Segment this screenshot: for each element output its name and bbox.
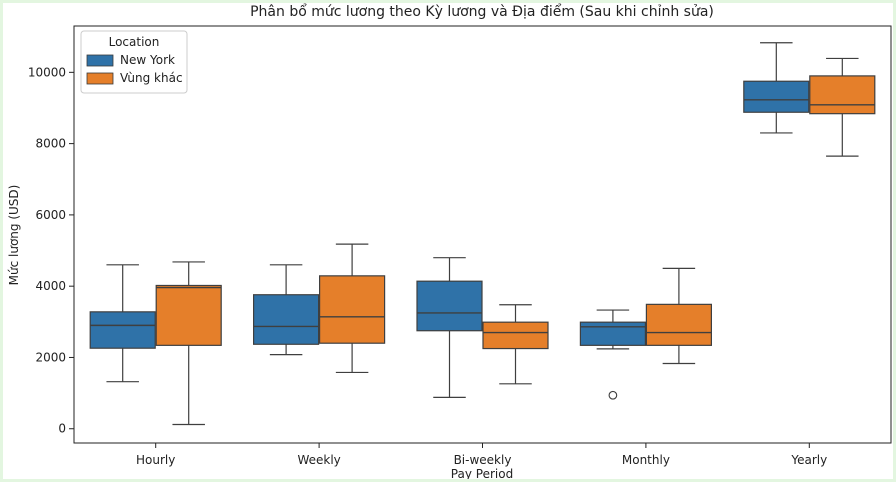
x-tick-label: Weekly xyxy=(297,453,340,467)
x-tick-label: Monthly xyxy=(622,453,670,467)
box-new-york-monthly xyxy=(579,309,647,400)
x-tick-label: Yearly xyxy=(790,453,827,467)
box-vung-khac-hourly xyxy=(155,261,222,426)
box-new-york-weekly xyxy=(253,264,320,356)
legend-label-vung-khac: Vùng khác xyxy=(120,71,183,85)
box-new-york-bi-weekly xyxy=(416,257,483,398)
iqr-box xyxy=(253,294,320,345)
chart-frame: Phân bổ mức lương theo Kỳ lương và Địa đ… xyxy=(3,3,893,479)
iqr-box xyxy=(645,303,713,346)
legend-title: Location xyxy=(109,35,160,49)
chart-title: Phân bổ mức lương theo Kỳ lương và Địa đ… xyxy=(250,3,714,20)
y-tick-label: 10000 xyxy=(28,65,66,79)
iqr-box xyxy=(89,311,156,349)
box-plot-chart: Phân bổ mức lương theo Kỳ lương và Địa đ… xyxy=(7,3,892,479)
box-vung-khac-monthly xyxy=(645,267,713,365)
iqr-box xyxy=(743,80,810,113)
box-vung-khac-yearly xyxy=(809,57,876,157)
legend: Location New York Vùng khác xyxy=(80,30,188,94)
box-vung-khac-bi-weekly xyxy=(482,304,549,385)
y-axis: 0 2000 4000 6000 8000 10000 xyxy=(28,65,74,436)
y-tick-label: 4000 xyxy=(35,279,66,293)
y-tick-label: 0 xyxy=(58,422,66,436)
y-tick-label: 8000 xyxy=(35,137,66,151)
iqr-box xyxy=(416,280,483,332)
y-axis-label: Mức lương (USD) xyxy=(7,185,21,286)
x-axis: Hourly Weekly Bi-weekly Monthly Yearly xyxy=(136,443,827,467)
box-new-york-yearly xyxy=(743,42,810,134)
x-axis-label: Pay Period xyxy=(451,467,513,479)
iqr-box xyxy=(155,284,222,346)
legend-swatch-new-york xyxy=(86,54,114,67)
iqr-box xyxy=(809,75,876,115)
legend-swatch-vung-khac xyxy=(86,72,114,85)
legend-label-new-york: New York xyxy=(120,53,175,67)
box-vung-khac-weekly xyxy=(319,243,386,374)
iqr-box xyxy=(482,321,549,350)
x-tick-label: Bi-weekly xyxy=(454,453,512,467)
outlier-point xyxy=(608,390,618,400)
x-tick-label: Hourly xyxy=(136,453,175,467)
y-tick-label: 2000 xyxy=(35,350,66,364)
y-tick-label: 6000 xyxy=(35,208,66,222)
iqr-box xyxy=(319,275,386,344)
box-new-york-hourly xyxy=(89,264,156,383)
iqr-box xyxy=(579,321,647,346)
box-series xyxy=(89,42,876,426)
